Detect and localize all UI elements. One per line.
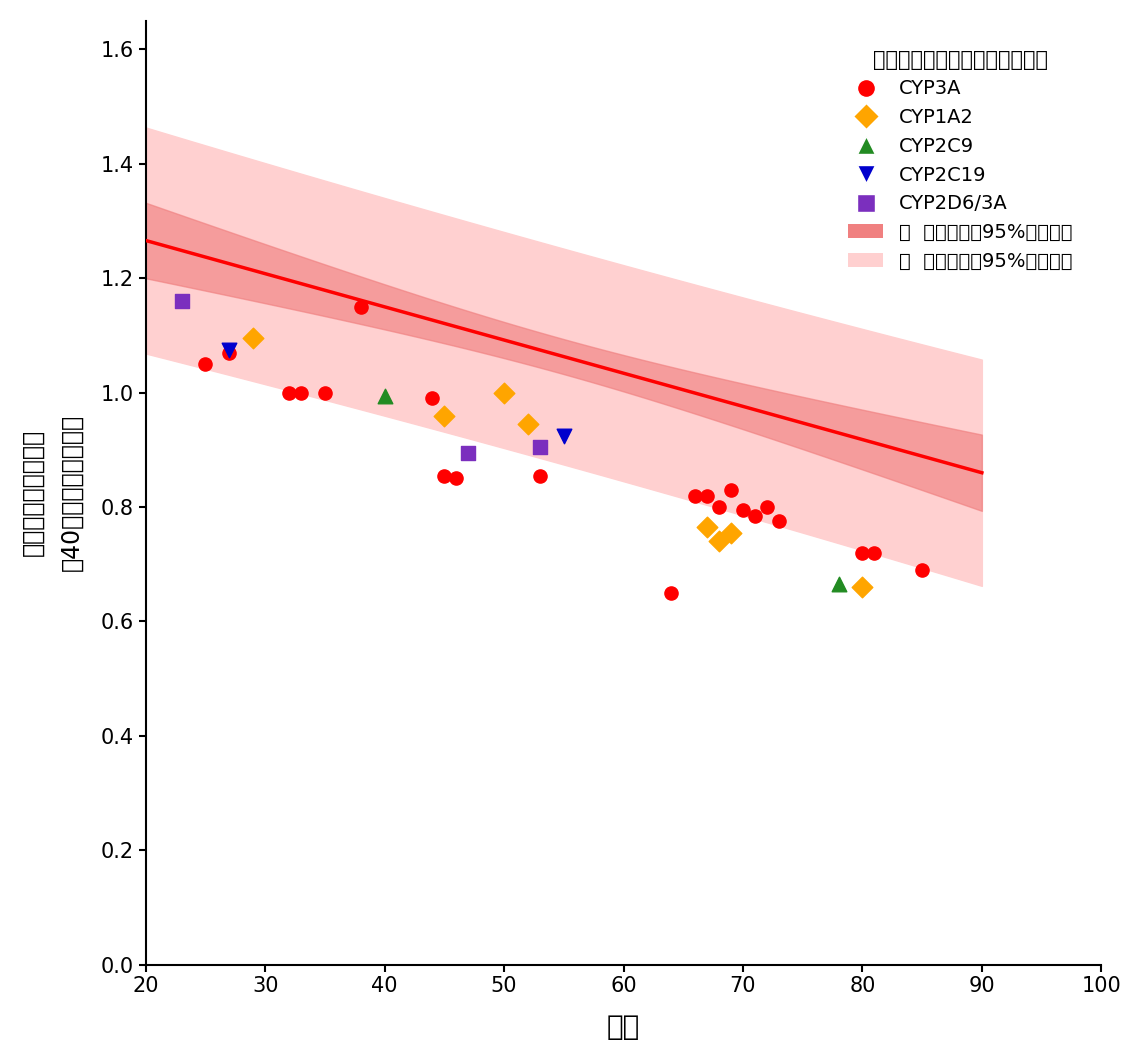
- CYP1A2: [494, 384, 513, 401]
- X-axis label: 年齢: 年齢: [606, 1013, 641, 1041]
- CYP3A: [292, 384, 311, 401]
- CYP3A: [866, 545, 884, 562]
- CYP2C9: [376, 387, 394, 404]
- CYP1A2: [853, 579, 871, 596]
- CYP3A: [770, 513, 788, 530]
- CYP1A2: [698, 518, 716, 535]
- CYP2D6/3A: [459, 444, 477, 461]
- CYP2D6/3A: [531, 439, 549, 456]
- CYP3A: [435, 467, 453, 484]
- CYP3A: [280, 384, 298, 401]
- CYP3A: [196, 356, 215, 373]
- CYP3A: [316, 384, 335, 401]
- CYP3A: [352, 298, 370, 315]
- CYP3A: [662, 584, 681, 601]
- CYP3A: [710, 498, 729, 515]
- CYP3A: [220, 344, 239, 361]
- CYP3A: [531, 467, 549, 484]
- CYP1A2: [710, 533, 729, 550]
- CYP3A: [912, 562, 931, 579]
- CYP2C19: [220, 341, 239, 358]
- Y-axis label: 肝臓の薬物処理能力
（40歳時との相対比）: 肝臓の薬物処理能力 （40歳時との相対比）: [21, 414, 85, 571]
- CYP3A: [424, 390, 442, 407]
- CYP1A2: [518, 415, 537, 432]
- Legend: CYP3A, CYP1A2, CYP2C9, CYP2C19, CYP2D6/3A, ：  処理能力の95%信頼区間, ：  処理能力の95%予測区間: CYP3A, CYP1A2, CYP2C9, CYP2C19, CYP2D6/3…: [838, 40, 1081, 280]
- CYP3A: [448, 470, 466, 487]
- CYP1A2: [435, 407, 453, 424]
- CYP3A: [722, 481, 740, 498]
- CYP2C9: [829, 576, 847, 593]
- CYP3A: [853, 545, 871, 562]
- CYP3A: [698, 487, 716, 504]
- CYP2D6/3A: [172, 293, 191, 310]
- CYP1A2: [722, 525, 740, 542]
- CYP1A2: [244, 330, 263, 347]
- CYP3A: [746, 508, 764, 525]
- CYP2C19: [555, 427, 573, 444]
- CYP3A: [758, 498, 777, 515]
- CYP3A: [686, 487, 705, 504]
- CYP3A: [734, 501, 753, 518]
